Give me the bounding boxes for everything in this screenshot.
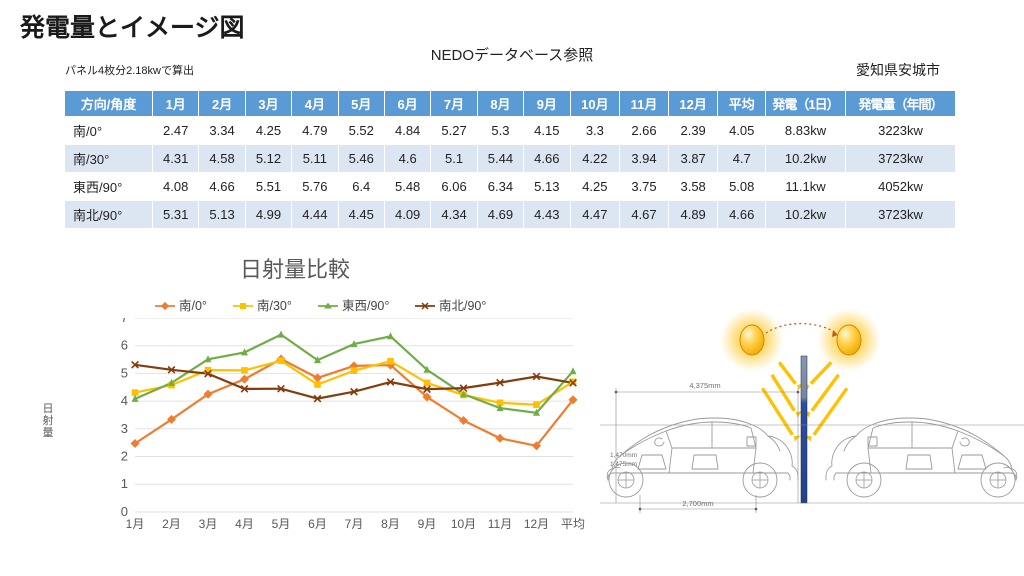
svg-text:南北/90°: 南北/90° xyxy=(439,298,486,313)
svg-text:3: 3 xyxy=(121,421,128,436)
svg-text:2: 2 xyxy=(121,449,128,464)
svg-text:9月: 9月 xyxy=(418,517,437,531)
svg-text:2月: 2月 xyxy=(162,517,181,531)
svg-text:5月: 5月 xyxy=(272,517,291,531)
svg-text:2,700mm: 2,700mm xyxy=(682,499,713,508)
svg-text:1月: 1月 xyxy=(126,517,145,531)
svg-text:7: 7 xyxy=(121,318,128,325)
svg-text:4: 4 xyxy=(121,393,128,408)
svg-text:日: 日 xyxy=(43,403,54,415)
svg-text:東西/90°: 東西/90° xyxy=(342,299,389,313)
svg-text:11月: 11月 xyxy=(488,517,512,531)
svg-text:射: 射 xyxy=(43,413,54,427)
svg-text:6: 6 xyxy=(121,338,128,353)
svg-text:平均: 平均 xyxy=(561,517,585,531)
svg-text:6月: 6月 xyxy=(308,517,327,531)
svg-text:4月: 4月 xyxy=(235,517,254,531)
svg-text:10月: 10月 xyxy=(451,517,476,531)
svg-text:8月: 8月 xyxy=(381,517,400,531)
svg-text:1: 1 xyxy=(121,476,128,491)
svg-text:南/0°: 南/0° xyxy=(179,298,207,313)
svg-text:南/30°: 南/30° xyxy=(257,298,292,313)
svg-text:4,375mm: 4,375mm xyxy=(689,381,720,390)
svg-text:量: 量 xyxy=(43,426,54,439)
svg-text:3月: 3月 xyxy=(199,517,218,531)
svg-text:5: 5 xyxy=(121,365,128,380)
svg-text:7月: 7月 xyxy=(345,517,364,531)
svg-text:12月: 12月 xyxy=(524,517,549,531)
